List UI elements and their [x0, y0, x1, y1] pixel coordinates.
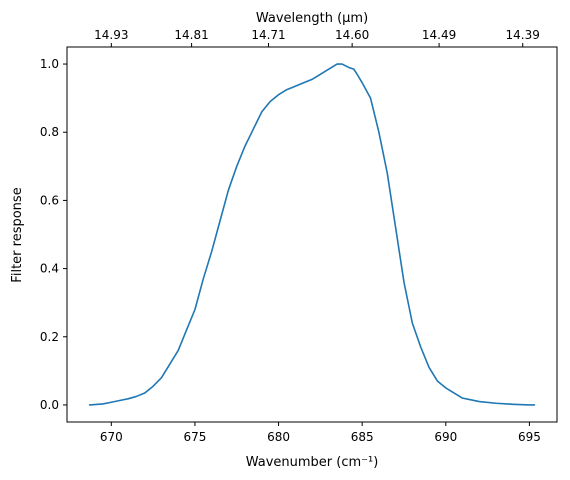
- y-tick-label: 1.0: [40, 57, 59, 71]
- x-tick-label: 695: [518, 430, 541, 444]
- bottom-axis: 670 675 680 685 690 695: [100, 422, 541, 444]
- x-tick-label: 685: [351, 430, 374, 444]
- x-tick-label: 680: [267, 430, 290, 444]
- x-axis-label: Wavenumber (cm⁻¹): [246, 455, 379, 470]
- y-tick-label: 0.0: [40, 398, 59, 412]
- top-tick-label: 14.60: [335, 28, 369, 42]
- y-tick-label: 0.2: [40, 330, 59, 344]
- top-axis: 14.93 14.81 14.71 14.60 14.49 14.39: [94, 28, 540, 47]
- plot-area: [88, 63, 536, 406]
- top-tick-label: 14.81: [174, 28, 208, 42]
- x-tick-label: 670: [100, 430, 123, 444]
- y-tick-label: 0.6: [40, 193, 59, 207]
- series-line-0: [88, 63, 536, 406]
- y-tick-label: 0.4: [40, 262, 59, 276]
- top-tick-label: 14.93: [94, 28, 128, 42]
- y-axis-label: Filter response: [10, 187, 25, 282]
- left-axis: 0.0 0.2 0.4 0.6 0.8 1.0: [40, 57, 67, 412]
- top-tick-label: 14.39: [506, 28, 540, 42]
- x-tick-label: 690: [434, 430, 457, 444]
- top-axis-label: Wavelength (μm): [256, 11, 368, 26]
- x-tick-label: 675: [183, 430, 206, 444]
- y-tick-label: 0.8: [40, 125, 59, 139]
- top-tick-label: 14.49: [422, 28, 456, 42]
- top-tick-label: 14.71: [251, 28, 285, 42]
- axes-frame: [66, 46, 558, 423]
